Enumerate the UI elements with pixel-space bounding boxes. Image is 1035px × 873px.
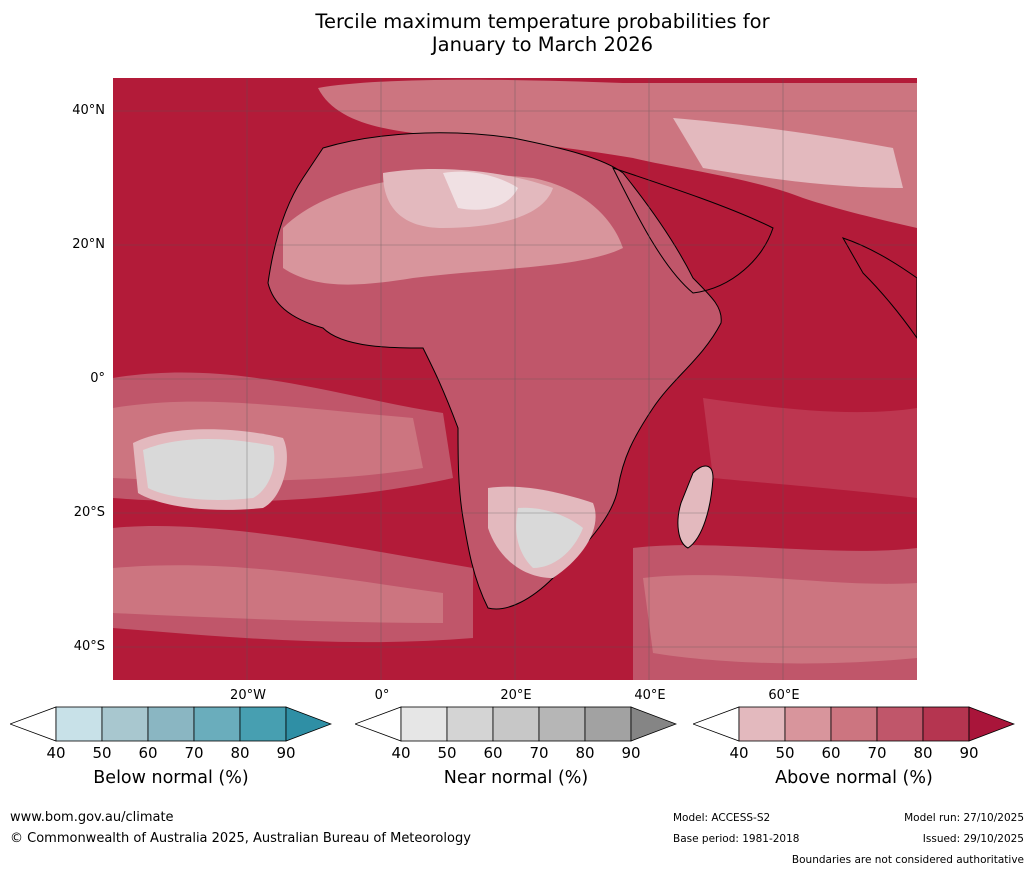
footer-disclaimer: Boundaries are not considered authoritat… bbox=[791, 854, 1024, 866]
south-atlantic-south-inner bbox=[113, 565, 443, 623]
europe-middle-east-land bbox=[318, 79, 917, 228]
colorbar-above-50 bbox=[784, 706, 832, 742]
colorbar-near-normal bbox=[353, 706, 678, 746]
south-indian-band-60 bbox=[643, 575, 917, 664]
colorbar-near-start bbox=[353, 706, 402, 742]
colorbar-below-60 bbox=[147, 706, 195, 742]
colorbar-below-50 bbox=[101, 706, 149, 742]
near-tick-50: 50 bbox=[437, 744, 457, 762]
near-normal-label: Near normal (%) bbox=[443, 768, 589, 788]
lon-label-20w: 20°W bbox=[230, 688, 266, 703]
colorbar-near-90 bbox=[630, 706, 678, 742]
lon-label-60e: 60°E bbox=[768, 688, 800, 703]
colorbar-near-normal-svg bbox=[353, 706, 678, 742]
near-tick-60: 60 bbox=[483, 744, 503, 762]
colorbar-above-normal bbox=[691, 706, 1016, 746]
colorbar-above-70 bbox=[876, 706, 924, 742]
colorbar-below-normal bbox=[8, 706, 333, 746]
colorbar-above-40 bbox=[738, 706, 786, 742]
above-tick-70: 70 bbox=[867, 744, 887, 762]
colorbar-near-70 bbox=[538, 706, 586, 742]
near-tick-90: 90 bbox=[621, 744, 641, 762]
below-normal-label: Below normal (%) bbox=[93, 768, 249, 788]
southern-africa-near-normal bbox=[516, 507, 583, 568]
arabian-peninsula-coast bbox=[612, 167, 774, 294]
sahara-core bbox=[443, 171, 518, 210]
lat-label-20s: 20°S bbox=[73, 505, 105, 520]
lon-label-0: 0° bbox=[374, 688, 390, 703]
map-title-line2: January to March 2026 bbox=[431, 33, 654, 56]
below-tick-50: 50 bbox=[92, 744, 112, 762]
probability-map-svg bbox=[113, 78, 918, 680]
colorbar-above-start bbox=[691, 706, 740, 742]
near-tick-80: 80 bbox=[575, 744, 595, 762]
graticule bbox=[113, 78, 917, 680]
madagascar bbox=[677, 465, 714, 549]
lat-label-40s: 40°S bbox=[73, 639, 105, 654]
above-tick-90: 90 bbox=[959, 744, 979, 762]
colorbar-below-normal-svg bbox=[8, 706, 333, 742]
colorbar-above-normal-svg bbox=[691, 706, 1016, 742]
lat-label-0: 0° bbox=[90, 371, 105, 386]
lat-label-40n: 40°N bbox=[72, 103, 105, 118]
below-tick-90: 90 bbox=[276, 744, 296, 762]
colorbar-below-90 bbox=[285, 706, 333, 742]
colorbar-below-70 bbox=[193, 706, 241, 742]
colorbar-near-50 bbox=[446, 706, 494, 742]
probability-map bbox=[113, 78, 918, 680]
colorbar-near-60 bbox=[492, 706, 540, 742]
footer-copyright: © Commonwealth of Australia 2025, Austra… bbox=[10, 831, 471, 846]
footer-model: Model: ACCESS-S2 bbox=[673, 812, 771, 824]
above-normal-label: Above normal (%) bbox=[775, 768, 933, 788]
colorbar-near-80 bbox=[584, 706, 632, 742]
colorbar-above-60 bbox=[830, 706, 878, 742]
middle-east-inner-patch bbox=[673, 118, 903, 188]
lon-label-40e: 40°E bbox=[634, 688, 666, 703]
footer-base-period: Base period: 1981-2018 bbox=[673, 833, 800, 845]
colorbar-below-40 bbox=[55, 706, 103, 742]
below-tick-70: 70 bbox=[184, 744, 204, 762]
near-normal-patch-inner bbox=[143, 439, 275, 500]
near-tick-40: 40 bbox=[391, 744, 411, 762]
colorbar-above-80 bbox=[922, 706, 970, 742]
lon-label-20e: 20°E bbox=[500, 688, 532, 703]
footer-issued: Issued: 29/10/2025 bbox=[922, 833, 1024, 845]
map-title-line1: Tercile maximum temperature probabilitie… bbox=[315, 10, 770, 33]
colorbar-below-start bbox=[8, 706, 57, 742]
colorbar-near-40 bbox=[400, 706, 448, 742]
indian-ocean-band-80 bbox=[703, 398, 917, 498]
lat-label-20n: 20°N bbox=[72, 237, 105, 252]
colorbar-above-90 bbox=[968, 706, 1016, 742]
near-tick-70: 70 bbox=[529, 744, 549, 762]
below-tick-60: 60 bbox=[138, 744, 158, 762]
footer-model-run: Model run: 27/10/2025 bbox=[904, 812, 1024, 824]
colorbar-below-80 bbox=[239, 706, 287, 742]
below-tick-80: 80 bbox=[230, 744, 250, 762]
footer-website: www.bom.gov.au/climate bbox=[10, 810, 174, 825]
above-tick-60: 60 bbox=[821, 744, 841, 762]
above-tick-40: 40 bbox=[729, 744, 749, 762]
above-tick-80: 80 bbox=[913, 744, 933, 762]
below-tick-40: 40 bbox=[46, 744, 66, 762]
map-title: Tercile maximum temperature probabilitie… bbox=[0, 10, 1035, 56]
above-tick-50: 50 bbox=[775, 744, 795, 762]
